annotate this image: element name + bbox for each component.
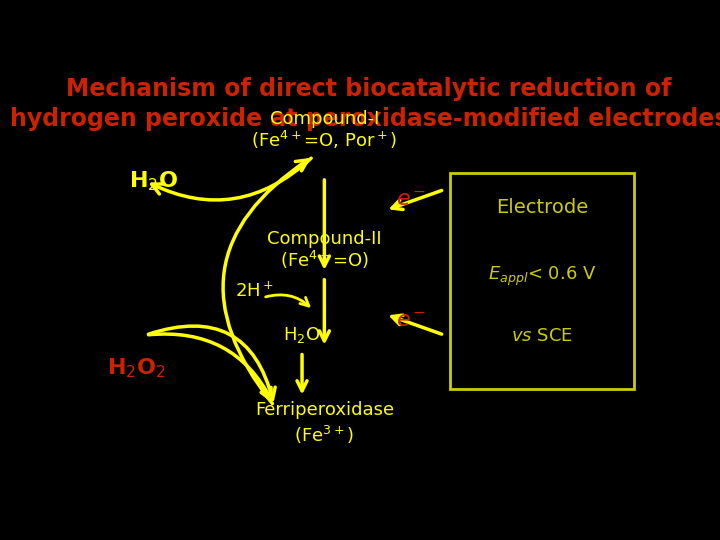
Text: H$_2$O$_2$: H$_2$O$_2$ xyxy=(107,356,166,380)
Text: Mechanism of direct biocatalytic reduction of
hydrogen peroxide at peroxidase-mo: Mechanism of direct biocatalytic reducti… xyxy=(10,77,720,131)
Bar xyxy=(450,173,634,389)
Text: Compound-II: Compound-II xyxy=(267,231,382,248)
Text: Ferriperoxidase: Ferriperoxidase xyxy=(255,401,394,419)
Text: e$^-$: e$^-$ xyxy=(396,190,426,210)
Text: H$_2$O: H$_2$O xyxy=(129,170,179,193)
Text: (Fe$^{4+}$=O, Por$^+$): (Fe$^{4+}$=O, Por$^+$) xyxy=(251,129,397,151)
Text: 2H$^+$: 2H$^+$ xyxy=(235,282,274,301)
Text: Compound-I: Compound-I xyxy=(270,110,379,128)
Text: $E_{appl}$< 0.6 V: $E_{appl}$< 0.6 V xyxy=(487,265,596,288)
Text: H$_2$O: H$_2$O xyxy=(284,325,320,345)
Text: (Fe$^{4+}$=O): (Fe$^{4+}$=O) xyxy=(279,249,369,271)
Text: (Fe$^{3+}$): (Fe$^{3+}$) xyxy=(294,424,354,446)
Text: Electrode: Electrode xyxy=(496,198,588,217)
Text: $\it{vs}$ SCE: $\it{vs}$ SCE xyxy=(511,327,573,345)
Text: e$^-$: e$^-$ xyxy=(396,310,426,330)
